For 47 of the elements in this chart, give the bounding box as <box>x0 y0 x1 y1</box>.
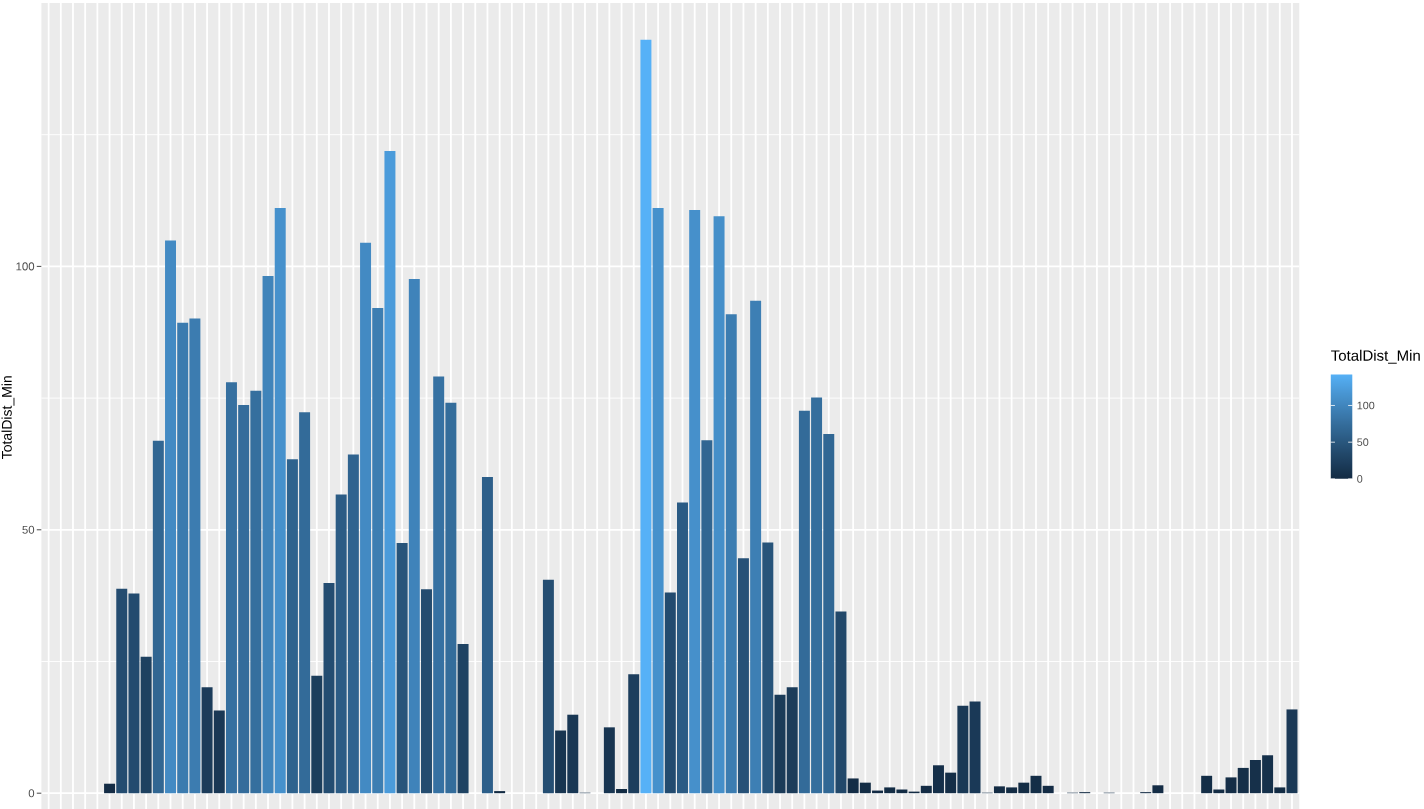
bar <box>152 440 164 794</box>
color-bar-label: 100 <box>1357 401 1375 410</box>
color-bar-label: 50 <box>1357 438 1369 447</box>
bar <box>969 701 981 794</box>
y-tick-label: 50 <box>22 525 35 534</box>
bar <box>274 207 286 794</box>
color-bar-title: TotalDist_Min <box>1331 349 1420 364</box>
bar <box>774 694 786 794</box>
bar <box>713 216 725 794</box>
bar <box>640 39 652 794</box>
bar <box>360 242 372 794</box>
bar <box>957 705 969 794</box>
bar <box>616 788 628 794</box>
y-tick-label: 100 <box>16 262 35 271</box>
bar <box>396 542 408 794</box>
bar <box>689 210 701 794</box>
bar <box>165 240 176 794</box>
bar <box>494 791 506 794</box>
bar <box>677 502 688 794</box>
bar <box>786 687 798 794</box>
bar <box>542 579 554 794</box>
bar <box>603 727 615 794</box>
bar <box>1286 709 1298 794</box>
bar <box>408 279 420 794</box>
bar <box>457 644 469 794</box>
bar <box>762 542 774 794</box>
bar <box>835 611 847 794</box>
bar <box>262 275 274 794</box>
bar <box>737 558 749 794</box>
bar <box>421 589 432 794</box>
bar <box>384 151 396 794</box>
bar <box>140 656 152 794</box>
bar <box>701 440 713 794</box>
bar <box>104 783 116 794</box>
bar <box>750 300 762 794</box>
bar <box>481 477 493 794</box>
y-axis-title: TotalDist_Min <box>1 376 15 459</box>
bar <box>1042 785 1054 794</box>
bar <box>372 308 384 794</box>
bar <box>725 314 737 794</box>
bar <box>664 592 676 794</box>
bar <box>628 674 640 794</box>
y-tick-label: 0 <box>28 789 35 798</box>
bar <box>311 675 323 794</box>
bar <box>323 583 335 794</box>
bar <box>652 207 664 794</box>
color-bar-label: 0 <box>1357 475 1363 483</box>
